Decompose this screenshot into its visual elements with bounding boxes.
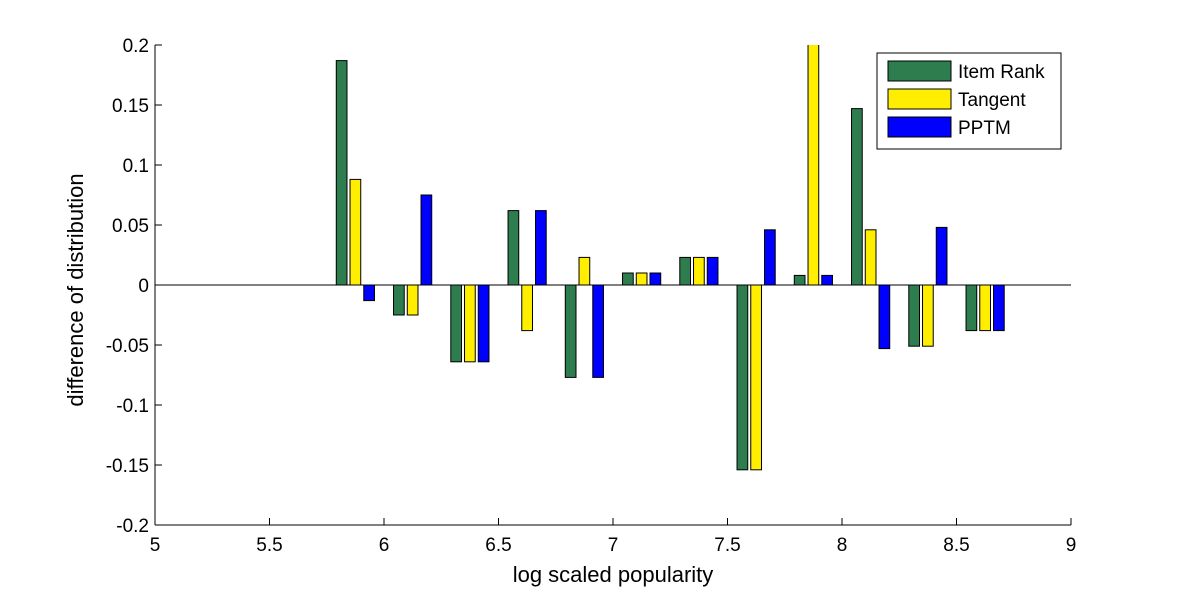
- bar-item-rank-11: [965, 284, 978, 332]
- legend-swatch: [887, 88, 952, 110]
- bar-item-rank-10: [908, 284, 921, 347]
- legend: Item Rank Tangent PPTM: [876, 52, 1062, 150]
- bar-tangent-6: [693, 256, 705, 286]
- legend-swatch: [887, 116, 952, 138]
- y-tick-label: 0.05: [112, 216, 149, 237]
- bar-item-rank-9: [851, 108, 863, 286]
- bar-pptm-6: [706, 256, 719, 286]
- bar-item-rank-2: [450, 284, 462, 363]
- x-tick-label: 9: [1066, 535, 1077, 556]
- x-tick-label: 6.5: [485, 535, 511, 556]
- y-tick-label: 0.15: [112, 96, 149, 117]
- bar-tangent-5: [635, 272, 648, 286]
- legend-label: Item Rank: [958, 62, 1045, 83]
- bar-pptm-10: [935, 226, 948, 286]
- bar-pptm-5: [649, 272, 662, 286]
- bar-tangent-9: [864, 229, 877, 286]
- bar-tangent-1: [406, 284, 419, 316]
- bar-item-rank-1: [393, 284, 405, 316]
- bar-item-rank-7: [736, 284, 749, 471]
- bar-pptm-0: [363, 284, 375, 302]
- y-tick-label: -0.2: [116, 516, 149, 537]
- x-tick-label: 8: [837, 535, 848, 556]
- bar-item-rank-3: [507, 210, 520, 286]
- bar-pptm-1: [420, 194, 433, 286]
- x-tick-label: 5.5: [256, 535, 282, 556]
- y-axis-ticks: -0.2 -0.15 -0.1 -0.05 0 0.05 0.1 0.15 0.2: [106, 36, 162, 537]
- y-tick-label: -0.15: [106, 456, 149, 477]
- bar-pptm-11: [993, 284, 1005, 332]
- y-tick-label: -0.05: [106, 336, 149, 357]
- bar-tangent-4: [578, 256, 591, 286]
- bar-item-rank-4: [564, 284, 577, 378]
- bar-tangent-3: [521, 284, 533, 332]
- bar-pptm-8: [821, 274, 833, 286]
- legend-label: PPTM: [958, 118, 1011, 139]
- x-axis-title: log scaled popularity: [513, 562, 714, 587]
- legend-swatch: [887, 60, 952, 82]
- bar-tangent-2: [464, 284, 476, 363]
- x-tick-label: 5: [150, 535, 161, 556]
- bar-pptm-3: [535, 210, 547, 286]
- bar-tangent-7: [750, 284, 762, 471]
- bar-pptm-7: [764, 229, 776, 286]
- bar-tangent-0: [349, 178, 362, 286]
- bar-tangent-8: [807, 45, 820, 286]
- bar-pptm-9: [878, 284, 891, 350]
- x-tick-label: 8.5: [943, 535, 969, 556]
- y-axis-title: difference of distribution: [63, 173, 88, 406]
- y-tick-label: 0: [138, 276, 149, 297]
- y-tick-label: -0.1: [116, 396, 149, 417]
- x-tick-label: 6: [379, 535, 390, 556]
- bar-pptm-4: [592, 284, 604, 378]
- legend-label: Tangent: [958, 90, 1026, 111]
- bar-item-rank-5: [622, 272, 634, 286]
- y-tick-label: 0.2: [123, 36, 149, 57]
- bar-pptm-2: [477, 284, 490, 363]
- bar-item-rank-8: [793, 274, 806, 286]
- y-tick-label: 0.1: [123, 156, 149, 177]
- x-axis-ticks: 5 5.5 6 6.5 7 7.5 8 8.5 9: [150, 518, 1077, 556]
- x-tick-label: 7.5: [714, 535, 740, 556]
- bar-tangent-10: [922, 284, 934, 347]
- bar-item-rank-6: [679, 256, 692, 286]
- bar-item-rank-0: [335, 60, 348, 286]
- x-tick-label: 7: [608, 535, 619, 556]
- bar-tangent-11: [979, 284, 991, 332]
